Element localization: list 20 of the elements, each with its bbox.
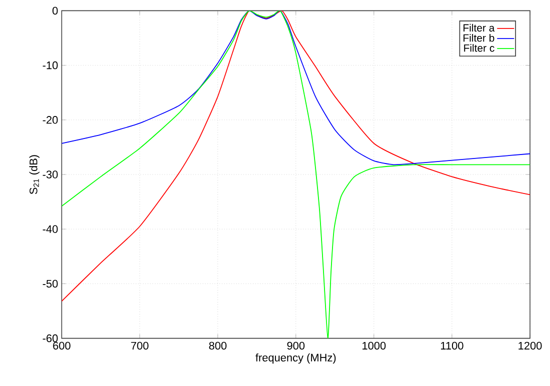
y-tick-label: -10 xyxy=(42,61,58,70)
line-series xyxy=(62,10,530,166)
x-tick-label: 1000 xyxy=(362,342,386,350)
x-tick-label: 1200 xyxy=(518,342,542,350)
x-tick-label: 600 xyxy=(53,342,70,350)
y-tick-label: -50 xyxy=(42,280,58,288)
x-tick-label: 1100 xyxy=(440,342,464,350)
x-tick-label: 900 xyxy=(287,342,305,350)
legend-label: Filter a xyxy=(464,24,495,32)
y-tick-label: 0 xyxy=(52,6,58,15)
y-tick-label: -20 xyxy=(42,116,58,124)
x-tick-label: 800 xyxy=(209,342,226,350)
legend-label: Filter b xyxy=(464,34,494,42)
x-axis-title: frequency (MHz) xyxy=(256,353,336,364)
y-axis-title: S$_{21}$ (dB) xyxy=(29,155,40,194)
x-tick-label: 700 xyxy=(131,342,148,350)
y-tick-label: -40 xyxy=(42,225,58,233)
legend-label: Filter c xyxy=(464,44,494,52)
y-tick-label: -30 xyxy=(42,170,58,178)
y-tick-label: -60 xyxy=(42,334,58,342)
